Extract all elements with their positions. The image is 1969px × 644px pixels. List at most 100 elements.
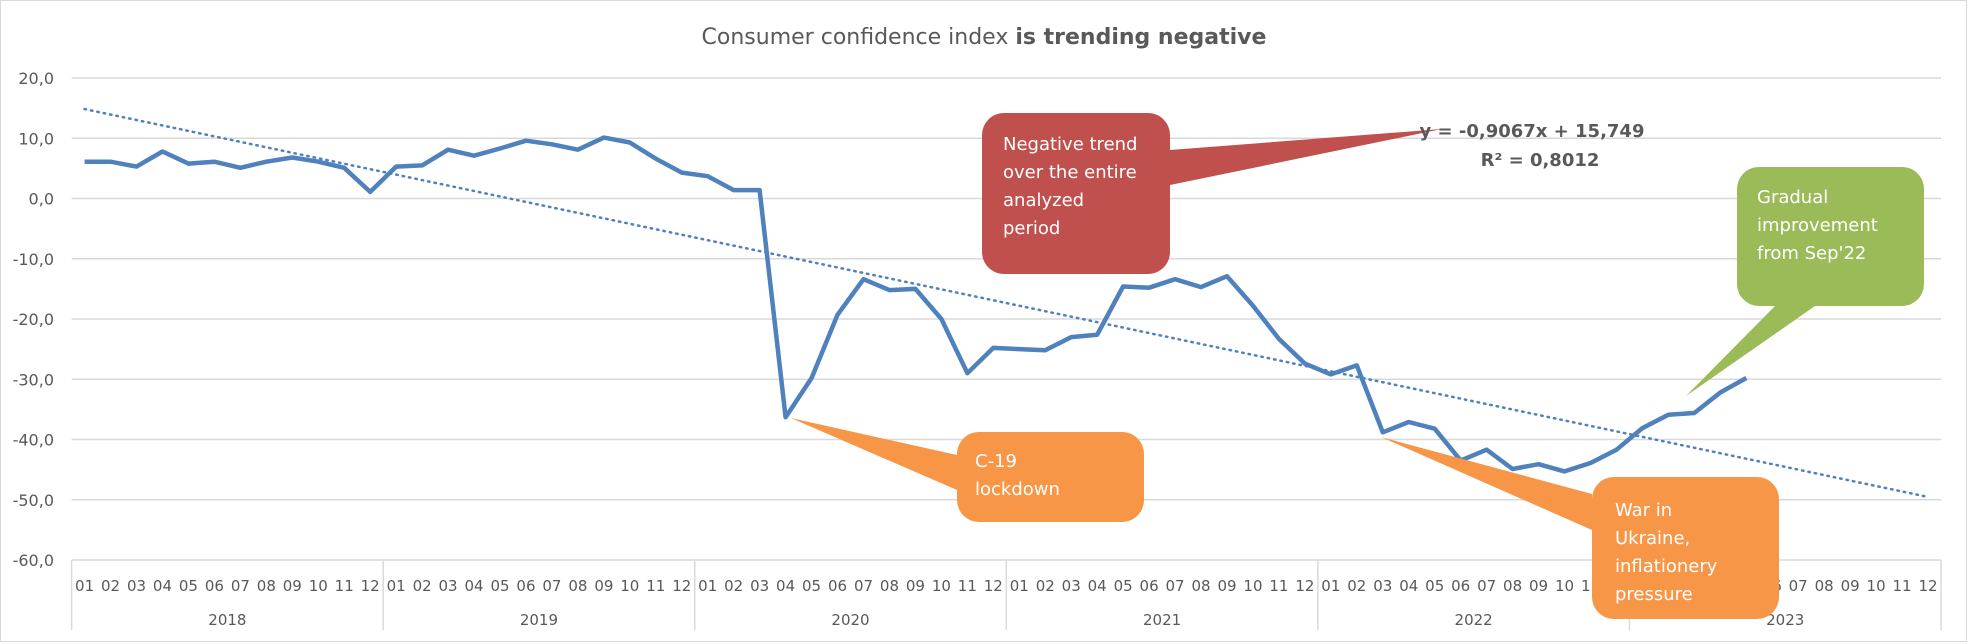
y-axis-labels: 20,0 10,0 0,0 -10,0 -20,0 -30,0 -40,0 -50,0 -60,… bbox=[13, 69, 54, 570]
x-tick-month: 02 bbox=[101, 577, 120, 595]
x-tick-month: 01 bbox=[698, 577, 717, 595]
x-tick-month: 02 bbox=[1036, 577, 1055, 595]
x-tick-month: 06 bbox=[205, 577, 224, 595]
x-tick-month: 05 bbox=[802, 577, 821, 595]
callout-gradual-improvement: Gradual improvement from Sep'22 bbox=[1686, 167, 1924, 396]
y-tick-label: 0,0 bbox=[29, 190, 54, 209]
y-tick-label: -10,0 bbox=[13, 250, 54, 269]
x-tick-month: 08 bbox=[1191, 577, 1210, 595]
callout-pointer bbox=[791, 418, 957, 490]
callout-negative-trend: Negative trend over the entire analyzed per… bbox=[982, 113, 1442, 274]
x-tick-year: 2021 bbox=[1143, 611, 1181, 629]
x-tick-month: 11 bbox=[1269, 577, 1288, 595]
callout-text-line: pressure bbox=[1615, 584, 1693, 605]
x-tick-month: 08 bbox=[568, 577, 587, 595]
x-tick-month: 12 bbox=[984, 577, 1003, 595]
callout-text-line: Negative trend bbox=[1003, 134, 1137, 155]
y-tick-label: -20,0 bbox=[13, 310, 54, 329]
x-tick-month: 12 bbox=[1918, 577, 1937, 595]
trendline-equation: y = -0,9067x + 15,749 bbox=[1420, 121, 1645, 142]
x-tick-year: 2023 bbox=[1766, 611, 1804, 629]
chart-title: Consumer confidence index is trending ne… bbox=[702, 25, 1267, 50]
trendline-r-squared: R² = 0,8012 bbox=[1481, 150, 1600, 171]
x-tick-month: 12 bbox=[1295, 577, 1314, 595]
x-tick-month: 08 bbox=[880, 577, 899, 595]
x-tick-month: 10 bbox=[1243, 577, 1262, 595]
x-tick-month: 12 bbox=[672, 577, 691, 595]
x-tick-month: 06 bbox=[516, 577, 535, 595]
callout-pointer bbox=[1381, 437, 1592, 530]
x-tick-month: 05 bbox=[490, 577, 509, 595]
x-tick-month: 09 bbox=[1841, 577, 1860, 595]
x-tick-month: 10 bbox=[932, 577, 951, 595]
x-tick-month: 11 bbox=[646, 577, 665, 595]
x-tick-month: 02 bbox=[413, 577, 432, 595]
x-tick-month: 02 bbox=[724, 577, 743, 595]
x-tick-month: 03 bbox=[439, 577, 458, 595]
x-tick-month: 04 bbox=[153, 577, 172, 595]
x-tick-year: 2018 bbox=[208, 611, 246, 629]
x-tick-month: 09 bbox=[594, 577, 613, 595]
x-tick-month: 09 bbox=[906, 577, 925, 595]
callout-pointer bbox=[1686, 306, 1815, 396]
x-tick-month: 01 bbox=[387, 577, 406, 595]
callout-text-line: Ukraine, bbox=[1615, 528, 1690, 549]
chart-title-bold: is trending negative bbox=[1015, 25, 1266, 50]
x-tick-month: 12 bbox=[361, 577, 380, 595]
x-tick-month: 07 bbox=[1166, 577, 1185, 595]
y-tick-label: -50,0 bbox=[13, 491, 54, 510]
callout-text-line: lockdown bbox=[975, 479, 1060, 500]
callout-text-line: War in bbox=[1615, 500, 1672, 521]
y-tick-label: -30,0 bbox=[13, 370, 54, 389]
y-tick-label: -60,0 bbox=[13, 551, 54, 570]
callout-text-line: over the entire bbox=[1003, 162, 1137, 183]
x-tick-month: 04 bbox=[1399, 577, 1418, 595]
callout-text-line: from Sep'22 bbox=[1757, 243, 1866, 264]
x-tick-month: 09 bbox=[1217, 577, 1236, 595]
x-tick-month: 11 bbox=[1893, 577, 1912, 595]
series-group bbox=[84, 135, 1748, 474]
x-tick-month: 08 bbox=[257, 577, 276, 595]
x-tick-month: 04 bbox=[776, 577, 795, 595]
x-tick-month: 06 bbox=[1451, 577, 1470, 595]
x-tick-month: 09 bbox=[283, 577, 302, 595]
x-tick-month: 11 bbox=[958, 577, 977, 595]
callout-text-line: period bbox=[1003, 218, 1060, 239]
x-tick-month: 03 bbox=[1062, 577, 1081, 595]
callout-c19-lockdown: C-19 lockdown bbox=[791, 418, 1144, 522]
x-tick-month: 01 bbox=[75, 577, 94, 595]
x-tick-year: 2019 bbox=[520, 611, 558, 629]
callout-box bbox=[1737, 167, 1924, 306]
callout-text-line: Gradual bbox=[1757, 187, 1828, 208]
callout-box bbox=[1592, 477, 1779, 619]
x-tick-year: 2022 bbox=[1455, 611, 1493, 629]
callout-war-ukraine: War in Ukraine, inflationery pressure bbox=[1381, 437, 1779, 619]
x-tick-month: 10 bbox=[1867, 577, 1886, 595]
callout-pointer bbox=[1170, 129, 1442, 185]
x-tick-month: 09 bbox=[1529, 577, 1548, 595]
callout-box bbox=[957, 432, 1144, 522]
x-tick-month: 10 bbox=[620, 577, 639, 595]
x-tick-year: 2020 bbox=[831, 611, 869, 629]
y-tick-label: 20,0 bbox=[18, 69, 54, 88]
x-tick-month: 07 bbox=[1789, 577, 1808, 595]
x-tick-month: 06 bbox=[828, 577, 847, 595]
callouts-group: Negative trend over the entire analyzed per… bbox=[791, 113, 1924, 619]
x-tick-month: 10 bbox=[1555, 577, 1574, 595]
x-tick-month: 03 bbox=[127, 577, 146, 595]
callout-box bbox=[982, 113, 1170, 274]
x-tick-month: 05 bbox=[1425, 577, 1444, 595]
callout-text-line: improvement bbox=[1757, 215, 1878, 236]
x-tick-month: 05 bbox=[179, 577, 198, 595]
x-tick-month: 04 bbox=[464, 577, 483, 595]
x-tick-month: 08 bbox=[1815, 577, 1834, 595]
x-tick-month: 01 bbox=[1321, 577, 1340, 595]
x-tick-month: 01 bbox=[1010, 577, 1029, 595]
callout-text-line: inflationery bbox=[1615, 556, 1718, 577]
x-tick-month: 04 bbox=[1088, 577, 1107, 595]
x-tick-month: 10 bbox=[309, 577, 328, 595]
callout-text-line: C-19 bbox=[975, 451, 1017, 472]
x-tick-month: 03 bbox=[750, 577, 769, 595]
